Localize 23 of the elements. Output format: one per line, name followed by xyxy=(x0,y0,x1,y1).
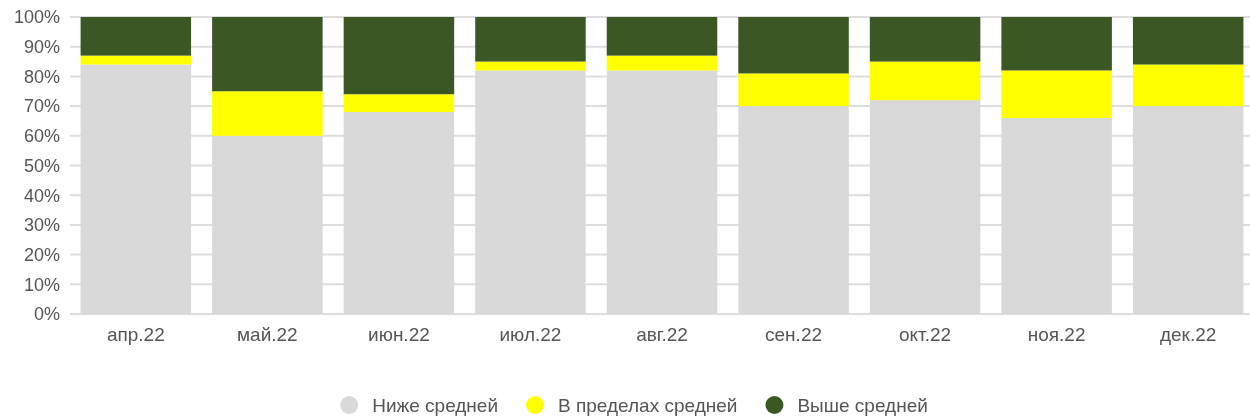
legend-label: Ниже средней xyxy=(372,394,499,416)
y-tick-label: 100% xyxy=(13,7,60,28)
legend-label: В пределах средней xyxy=(558,394,738,416)
y-tick-label: 10% xyxy=(23,274,60,295)
x-tick-label: дек.22 xyxy=(1159,323,1217,345)
x-tick-label: май.22 xyxy=(237,323,298,345)
x-tick-label: июл.22 xyxy=(499,323,562,345)
y-tick-label: 80% xyxy=(23,66,60,87)
y-tick-label: 90% xyxy=(23,37,60,57)
y-tick-label: 60% xyxy=(23,126,60,147)
x-tick-label: июн.22 xyxy=(368,323,430,345)
legend-label: Выше средней xyxy=(797,394,928,416)
x-tick-label: ноя.22 xyxy=(1027,323,1086,345)
x-tick-label: апр.22 xyxy=(106,323,165,345)
x-tick-label: сен.22 xyxy=(765,323,823,345)
y-tick-label: 70% xyxy=(23,96,60,117)
x-tick-label: окт.22 xyxy=(899,323,952,345)
y-tick-label: 0% xyxy=(33,304,60,325)
y-tick-label: 40% xyxy=(23,185,60,206)
y-tick-label: 50% xyxy=(23,155,60,176)
y-tick-label: 20% xyxy=(23,244,60,265)
x-tick-label: авг.22 xyxy=(636,323,688,345)
y-tick-label: 30% xyxy=(23,215,60,236)
